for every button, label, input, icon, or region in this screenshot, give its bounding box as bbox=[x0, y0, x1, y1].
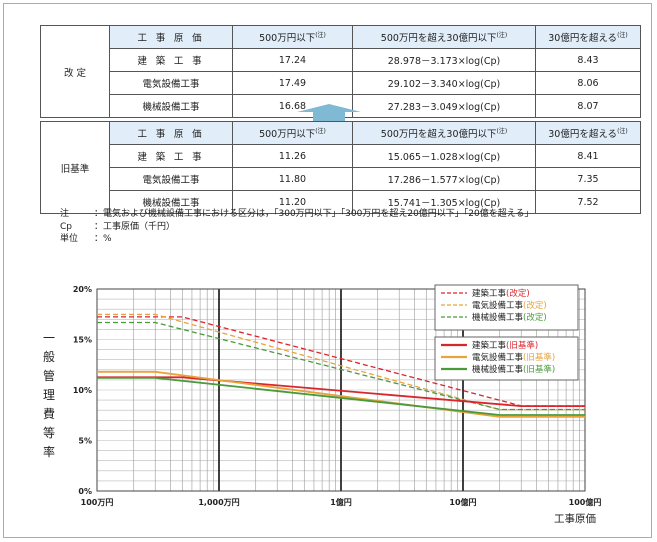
x-tick-label: 100万円 bbox=[81, 498, 114, 507]
note-line: Cp ：工事原価（千円） bbox=[60, 221, 534, 234]
row-label: 機械設備工事 bbox=[109, 190, 233, 214]
y-tick-label: 10% bbox=[73, 386, 92, 395]
revised-rate-table: 改 定 工 事 原 価 500万円以下(注) 500万円を超え30億円以下(注)… bbox=[40, 25, 641, 118]
series-line bbox=[97, 370, 585, 418]
y-tick-label: 15% bbox=[73, 336, 92, 345]
x-tick-label: 1億円 bbox=[330, 497, 352, 507]
header-cell: 500万円以下(注) bbox=[232, 25, 353, 49]
note-text: ：% bbox=[94, 234, 112, 244]
table-cell: 8.06 bbox=[535, 71, 641, 95]
legend-label: 電気設備工事(旧基準) bbox=[472, 352, 555, 363]
table-cell: 15.065－1.028×log(Cp) bbox=[352, 144, 536, 168]
table-cell: 8.07 bbox=[535, 94, 641, 118]
table-cell: 27.283－3.049×log(Cp) bbox=[352, 94, 536, 118]
group-label: 改 定 bbox=[40, 25, 110, 118]
table-row: 機械設備工事 11.20 15.741－1.305×log(Cp) 7.52 bbox=[41, 190, 641, 214]
row-label: 建 築 工 事 bbox=[109, 144, 233, 168]
header-cell: 30億円を超える(注) bbox=[535, 25, 641, 49]
note-line: 単位 ：% bbox=[60, 233, 534, 246]
table-cell: 17.49 bbox=[232, 71, 353, 95]
y-tick-label: 0% bbox=[78, 487, 92, 496]
series-line bbox=[97, 376, 585, 416]
note-text: ：工事原価（千円） bbox=[94, 221, 176, 232]
table-cell: 17.286－1.577×log(Cp) bbox=[352, 167, 536, 191]
legend-label: 機械設備工事(旧基準) bbox=[472, 364, 555, 375]
table-cell: 8.41 bbox=[535, 144, 641, 168]
table-row: 電気設備工事 17.49 29.102－3.340×log(Cp) 8.06 bbox=[41, 71, 641, 95]
note-key: Cp bbox=[60, 221, 72, 232]
legend-label: 建築工事(旧基準) bbox=[472, 340, 538, 351]
x-tick-label: 100億円 bbox=[569, 497, 602, 507]
table-cell: 8.43 bbox=[535, 48, 641, 72]
x-axis-label: 工事原価 bbox=[554, 512, 596, 525]
y-tick-label: 20% bbox=[73, 285, 92, 294]
legend-label: 建築工事(改定) bbox=[472, 288, 530, 299]
up-arrow-icon bbox=[297, 104, 361, 121]
table-row: 電気設備工事 11.80 17.286－1.577×log(Cp) 7.35 bbox=[41, 167, 641, 191]
header-cell: 30億円を超える(注) bbox=[535, 121, 641, 145]
note-key: 注 bbox=[60, 209, 70, 219]
table-cell: 7.52 bbox=[535, 190, 641, 214]
table-row: 機械設備工事 16.68 27.283－3.049×log(Cp) 8.07 bbox=[41, 94, 641, 118]
table-cell: 28.978－3.173×log(Cp) bbox=[352, 48, 536, 72]
x-tick-label: 1,000万円 bbox=[198, 498, 239, 507]
legend-box bbox=[434, 284, 579, 331]
x-tick-label: 10億円 bbox=[449, 497, 476, 507]
table-row: 建 築 工 事 11.26 15.065－1.028×log(Cp) 8.41 bbox=[41, 144, 641, 168]
y-tick-label: 5% bbox=[78, 437, 92, 446]
group-label: 旧基準 bbox=[40, 121, 110, 214]
table-cell: 11.20 bbox=[232, 190, 353, 214]
note-text: ：電気および機械設備工事における区分は，「300万円以下」「300万円を超え20… bbox=[94, 209, 534, 219]
series-line bbox=[97, 321, 585, 411]
note-line: 注 ：電気および機械設備工事における区分は，「300万円以下」「300万円を超え2… bbox=[60, 208, 534, 221]
table-cell: 15.741－1.305×log(Cp) bbox=[352, 190, 536, 214]
notes: 注 ：電気および機械設備工事における区分は，「300万円以下」「300万円を超え2… bbox=[60, 208, 534, 246]
table-row: 旧基準 工 事 原 価 500万円以下(注) 500万円を超え30億円以下(注)… bbox=[40, 121, 641, 214]
plot-border bbox=[96, 288, 586, 492]
note-key: 単位 bbox=[60, 234, 79, 244]
y-axis-label: 一般管理費等率 bbox=[43, 331, 55, 459]
table-row: 改 定 工 事 原 価 500万円以下(注) 500万円を超え30億円以下(注)… bbox=[40, 25, 641, 118]
header-cell: 工 事 原 価 bbox=[109, 121, 233, 145]
header-cell: 500万円を超え30億円以下(注) bbox=[352, 121, 536, 145]
old-rate-table: 旧基準 工 事 原 価 500万円以下(注) 500万円を超え30億円以下(注)… bbox=[40, 121, 641, 214]
legend-label: 電気設備工事(改定) bbox=[472, 300, 547, 311]
legend-label: 機械設備工事(改定) bbox=[472, 312, 547, 323]
figure-frame bbox=[3, 3, 652, 538]
row-label: 建 築 工 事 bbox=[109, 48, 233, 72]
